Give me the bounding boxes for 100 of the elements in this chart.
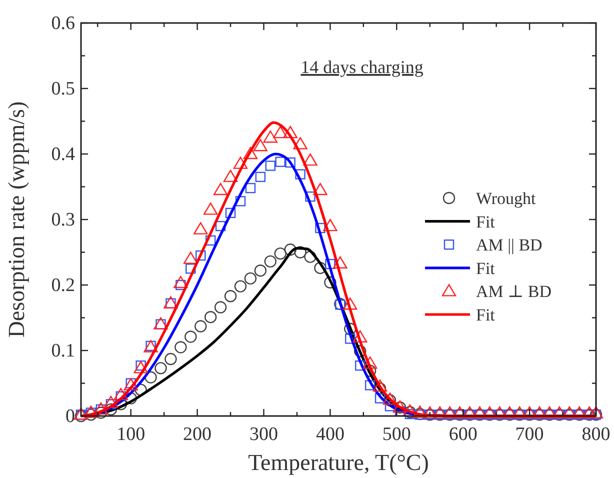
- point: [245, 182, 256, 194]
- point: [422, 406, 437, 418]
- point: [572, 406, 586, 418]
- point: [492, 406, 507, 418]
- legend-label: Fit: [476, 258, 496, 278]
- point: [313, 182, 328, 196]
- point: [294, 246, 306, 258]
- point: [442, 406, 457, 418]
- point: [333, 256, 348, 268]
- x-tick-label: 700: [515, 424, 544, 445]
- point: [462, 406, 477, 418]
- point: [233, 156, 248, 169]
- x-axis-title: Temperature, T(°C): [248, 450, 429, 475]
- point: [253, 139, 268, 152]
- x-tick-label: 100: [116, 424, 146, 445]
- point: [114, 388, 128, 400]
- point: [154, 362, 167, 374]
- point: [343, 298, 358, 310]
- point: [194, 222, 208, 234]
- point: [374, 393, 386, 404]
- point: [213, 182, 228, 196]
- point: [275, 156, 286, 167]
- y-axis-title: Desorption rate (wppm/s): [4, 101, 29, 338]
- y-tick-label: 0.3: [51, 210, 75, 230]
- point: [204, 310, 217, 324]
- point: [244, 272, 257, 285]
- point: [512, 406, 527, 418]
- legend-label: AM || BD: [476, 236, 542, 255]
- point: [588, 406, 604, 418]
- point: [295, 169, 306, 180]
- x-tick-label: 800: [582, 424, 610, 445]
- point: [104, 396, 118, 408]
- legend-label: Fit: [476, 212, 496, 232]
- y-tick-label: 0.5: [51, 78, 75, 100]
- point: [184, 252, 198, 264]
- point: [542, 406, 557, 418]
- y-tick-label: 0: [66, 406, 75, 427]
- point: [345, 334, 356, 344]
- point: [364, 380, 376, 390]
- point: [293, 137, 308, 150]
- point: [273, 126, 288, 138]
- point: [502, 406, 517, 418]
- point: [274, 247, 286, 260]
- x-tick-label: 400: [316, 424, 344, 445]
- y-tick-label: 0.1: [51, 340, 75, 362]
- point: [235, 196, 246, 206]
- point: [325, 258, 336, 270]
- x-tick-label: 200: [183, 424, 212, 445]
- point: [552, 406, 567, 418]
- point: [225, 208, 236, 218]
- point: [186, 264, 196, 274]
- point: [243, 146, 258, 160]
- y-tick-label: 0.6: [51, 13, 75, 34]
- point: [285, 157, 296, 168]
- point: [184, 330, 197, 343]
- annotation: 14 days charging: [300, 57, 424, 77]
- point: [303, 153, 318, 166]
- point: [522, 406, 537, 418]
- point: [582, 406, 596, 418]
- point: [203, 202, 218, 215]
- x-tick-label: 300: [249, 424, 278, 445]
- point: [532, 406, 547, 418]
- point: [215, 220, 226, 232]
- point: [265, 160, 276, 171]
- point: [174, 276, 188, 288]
- point: [362, 356, 378, 369]
- point: [174, 341, 187, 354]
- point: [283, 126, 298, 138]
- point: [254, 264, 267, 277]
- point: [562, 406, 577, 418]
- point: [284, 244, 296, 256]
- point: [164, 352, 177, 366]
- point: [323, 218, 338, 232]
- point: [223, 170, 238, 182]
- point: [214, 301, 227, 314]
- point: [412, 406, 428, 418]
- point: [482, 406, 497, 418]
- point: [196, 250, 206, 261]
- point: [352, 330, 368, 342]
- point: [324, 276, 336, 288]
- point: [432, 406, 447, 418]
- point: [234, 280, 247, 292]
- point: [194, 320, 207, 332]
- point: [304, 250, 316, 263]
- point: [264, 255, 276, 268]
- point: [372, 379, 388, 392]
- point: [255, 172, 266, 182]
- y-tick-label: 0.4: [51, 144, 76, 165]
- point: [452, 406, 467, 418]
- point: [205, 235, 216, 246]
- legend-label: AM ⊥ BD: [476, 282, 552, 302]
- legend-label: Wrought: [476, 189, 536, 208]
- legend-label: Fit: [476, 306, 496, 324]
- point: [224, 290, 237, 302]
- point: [472, 406, 487, 418]
- point: [305, 191, 316, 202]
- point: [134, 361, 148, 374]
- y-tick-label: 0.2: [51, 275, 75, 296]
- x-tick-label: 600: [448, 424, 478, 445]
- point: [263, 130, 278, 143]
